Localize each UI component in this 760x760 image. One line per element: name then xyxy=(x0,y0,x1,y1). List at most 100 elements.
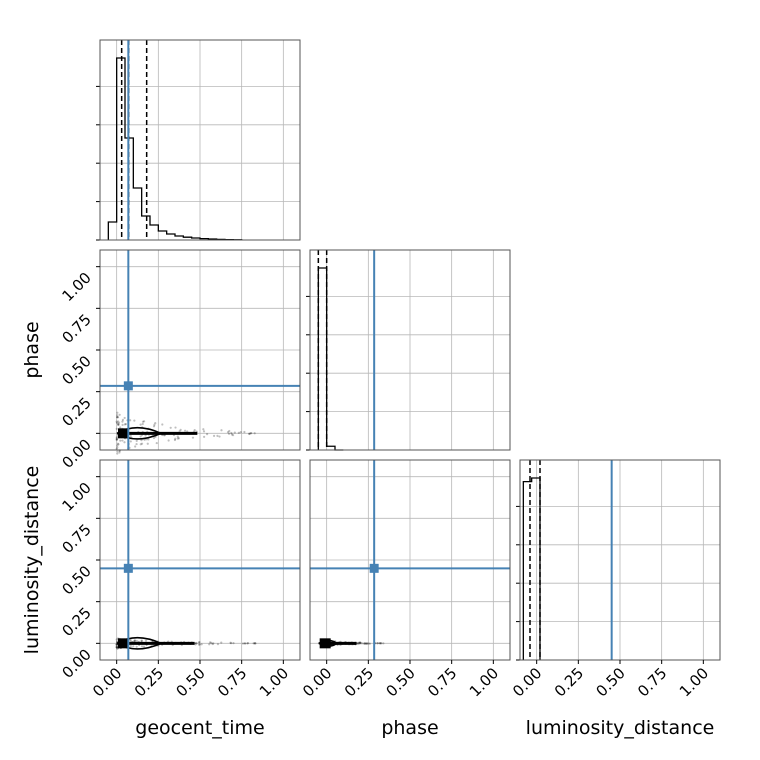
sample-point xyxy=(115,447,118,450)
sample-point xyxy=(161,423,164,426)
sample-point xyxy=(140,639,143,643)
sample-point xyxy=(216,643,220,646)
sample-point xyxy=(115,638,118,641)
sample-point xyxy=(229,642,233,645)
sample-point xyxy=(135,442,138,446)
sample-point xyxy=(116,640,119,643)
sample-point xyxy=(133,419,136,422)
sample-point xyxy=(153,423,156,426)
sample-point xyxy=(241,642,245,645)
y-tick-label: 0.75 xyxy=(58,310,94,346)
sample-point xyxy=(121,439,124,442)
sample-point xyxy=(135,639,138,643)
sample-point xyxy=(197,643,201,646)
sample-point xyxy=(220,429,223,432)
sample-point xyxy=(123,416,126,420)
sample-point xyxy=(203,435,206,438)
y-tick-label: 0.50 xyxy=(58,352,94,388)
sample-point xyxy=(191,436,195,439)
sample-point xyxy=(360,642,364,645)
sample-point xyxy=(115,646,119,650)
y-tick-label: 0.00 xyxy=(58,435,94,471)
y-tick-label: 0.75 xyxy=(58,520,94,556)
sample-point xyxy=(228,429,231,433)
sample-point xyxy=(169,426,172,429)
sample-point xyxy=(176,435,179,438)
hist-panel-geocent_time xyxy=(96,39,301,241)
sample-point xyxy=(142,645,146,648)
sample-point xyxy=(119,439,122,442)
sample-point xyxy=(205,433,209,436)
sample-point xyxy=(358,642,361,645)
sample-point xyxy=(115,645,118,649)
sample-point xyxy=(197,641,201,644)
truth-marker xyxy=(369,563,379,573)
sample-point xyxy=(359,641,362,644)
sample-point xyxy=(140,442,144,445)
sample-point xyxy=(129,434,132,437)
x-tick-label: 1.00 xyxy=(466,664,502,700)
sample-point xyxy=(230,431,233,435)
sample-point xyxy=(363,642,366,645)
sample-point xyxy=(358,641,361,644)
sample-point xyxy=(117,421,121,424)
sample-point xyxy=(229,641,232,644)
sample-point xyxy=(116,450,119,453)
sample-point xyxy=(216,434,219,437)
sample-point xyxy=(115,643,118,647)
y-tick-label: 0.25 xyxy=(58,394,94,430)
sample-point xyxy=(115,427,118,430)
x-axis-label-phase: phase xyxy=(381,717,438,739)
x-tick-label: 1.00 xyxy=(676,664,712,700)
sample-point xyxy=(116,416,119,419)
sample-point xyxy=(368,642,372,645)
x-tick-label: 0.50 xyxy=(592,664,628,700)
sample-point xyxy=(123,441,126,444)
sample-point xyxy=(118,413,121,416)
sample-point xyxy=(253,432,256,435)
sample-point xyxy=(248,432,251,436)
sample-point xyxy=(143,420,146,423)
sample-point xyxy=(134,445,137,448)
sample-point xyxy=(244,642,247,645)
sample-point xyxy=(121,423,124,426)
sample-point xyxy=(174,437,177,440)
y-axis-label-luminosity_distance: luminosity_distance xyxy=(21,466,43,655)
sample-point xyxy=(118,451,121,454)
sample-point xyxy=(200,643,203,646)
sample-point xyxy=(115,436,118,439)
sample-point xyxy=(231,434,235,437)
density-core xyxy=(319,638,331,649)
sample-point xyxy=(376,642,379,645)
sample-point xyxy=(237,431,240,434)
sample-point xyxy=(115,646,118,649)
x-tick-label: 0.25 xyxy=(551,664,587,700)
sample-point xyxy=(117,423,120,427)
x-tick-label: 0.50 xyxy=(382,664,418,700)
sample-point xyxy=(357,641,360,644)
sample-point xyxy=(246,642,249,645)
hist-panel-luminosity_distance xyxy=(516,459,721,661)
sample-point xyxy=(179,428,182,432)
sample-point xyxy=(173,438,177,442)
density-core xyxy=(118,638,129,649)
sample-point xyxy=(140,439,143,442)
sample-point xyxy=(115,437,118,440)
y-tick-label: 0.50 xyxy=(58,562,94,598)
sample-point xyxy=(249,432,252,435)
sample-point xyxy=(116,416,119,419)
sample-point xyxy=(115,646,118,649)
x-tick-label: 0.25 xyxy=(131,664,167,700)
x-tick-label: 0.00 xyxy=(509,664,545,700)
sample-point xyxy=(116,446,119,449)
sample-point xyxy=(379,642,382,645)
panel-border xyxy=(99,39,301,241)
sample-point xyxy=(356,642,360,646)
sample-point xyxy=(129,640,132,643)
sample-point xyxy=(365,642,368,645)
sample-point xyxy=(193,428,196,432)
sample-point xyxy=(135,439,138,443)
y-tick-label: 0.25 xyxy=(58,604,94,640)
x-tick-label: 1.00 xyxy=(256,664,292,700)
sample-point xyxy=(115,645,118,648)
